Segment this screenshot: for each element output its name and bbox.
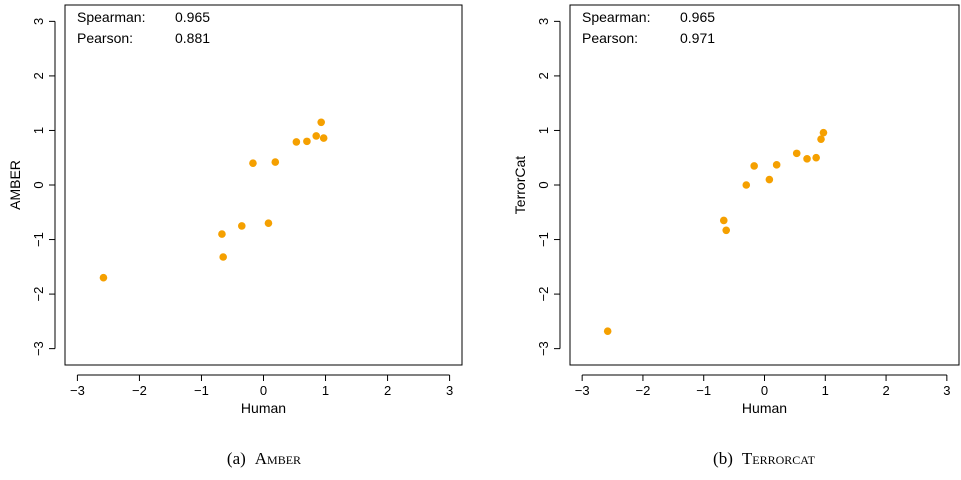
caption-title: Terrorcat [742,449,816,468]
x-tick-label: −2 [636,383,651,398]
data-point [742,181,751,189]
y-tick-label: −3 [31,341,46,356]
stat-value: 0.965 [175,9,210,25]
x-tick-label: 1 [322,383,329,398]
x-tick-label: 0 [761,383,768,398]
chart-panel-1: −3 −2 −1 0 1 2 3 −3 −2 −1 0 1 2 3 Human AMBER Spearman: 0… [7,4,463,468]
y-tick-label: 3 [536,18,551,25]
data-point [99,273,108,282]
caption-title: Amber [255,449,301,468]
data-point [218,230,226,238]
data-point [765,175,774,184]
x-tick-label: −1 [696,383,711,398]
y-tick-label: 0 [31,181,46,188]
stat-label: Pearson: [582,30,638,46]
x-tick-label: −2 [132,383,147,398]
y-tick-label: 1 [31,127,46,134]
stat-label: Pearson: [77,30,133,46]
y-tick-label: −1 [536,232,551,247]
data-point [719,216,728,225]
x-tick-label: −3 [70,383,85,398]
panel-caption: (b) Terrorcat [713,449,816,468]
data-point [219,253,227,261]
x-tick-label: 1 [822,383,829,398]
x-axis-title: Human [241,400,286,416]
stat-value: 0.881 [175,30,210,46]
panel-caption: (a) Amber [227,449,301,468]
caption-prefix: (a) [227,449,246,468]
stat-label: Spearman: [582,9,650,25]
stat-label: Spearman: [77,9,145,25]
plot-frame [569,4,960,366]
y-tick-label: −2 [31,287,46,302]
y-tick-label: 2 [31,72,46,79]
data-point [792,149,801,158]
y-tick-label: −1 [31,232,46,247]
data-point [772,161,781,169]
y-axis-title: TerrorCat [512,156,528,214]
data-point [312,132,321,140]
y-tick-label: 0 [536,181,551,188]
chart-panel-2: −3 −2 −1 0 1 2 3 −3 −2 −1 0 1 2 3 Human TerrorCat Spearm… [512,4,960,468]
y-tick-label: 2 [536,72,551,79]
x-tick-label: 3 [943,383,950,398]
x-axis-title: Human [742,400,787,416]
data-point [303,137,311,146]
data-point [819,128,828,137]
stat-value: 0.965 [680,9,715,25]
x-tick-label: −3 [575,383,590,398]
data-point [249,159,257,167]
data-point [271,158,280,166]
x-tick-label: 2 [384,383,391,398]
data-point [292,138,301,146]
data-point [264,219,273,227]
data-point [319,134,328,142]
data-point [750,162,758,170]
data-point [603,327,612,335]
data-point [803,155,811,163]
data-point [317,118,325,127]
data-point [812,153,820,162]
data-point [722,226,731,235]
x-tick-label: 0 [260,383,267,398]
y-tick-label: 1 [536,127,551,134]
y-tick-label: −2 [536,287,551,302]
y-tick-label: −3 [536,341,551,356]
x-tick-label: 2 [882,383,889,398]
x-tick-label: 3 [446,383,453,398]
y-tick-label: 3 [31,18,46,25]
stat-value: 0.971 [680,30,715,46]
data-point [237,222,246,230]
data-point [817,135,825,143]
y-axis-title: AMBER [7,160,23,210]
plot-frame [64,4,463,366]
x-tick-label: −1 [194,383,209,398]
caption-prefix: (b) [713,449,733,468]
